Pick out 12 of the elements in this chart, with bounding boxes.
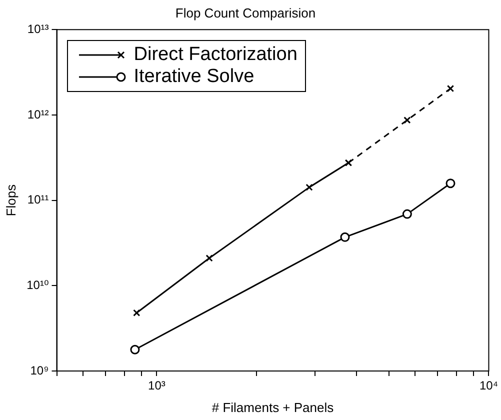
legend-label: Direct Factorization: [134, 44, 298, 66]
y-tick-label: 10¹²: [27, 107, 49, 122]
y-axis-title: Flops: [3, 184, 18, 216]
x-axis-title: # Filaments + Panels: [212, 400, 334, 415]
y-tick-label: 10¹³: [27, 22, 49, 36]
chart-title: Flop Count Comparision: [175, 5, 316, 20]
y-tick-label: 10¹¹: [27, 192, 49, 207]
legend-label: Iterative Solve: [134, 66, 254, 88]
x-tick-label: 10³: [148, 378, 166, 393]
y-tick-label: 10⁹: [30, 363, 49, 378]
x-tick-label: 10⁴: [479, 378, 498, 393]
y-tick-label: 10¹⁰: [26, 278, 49, 292]
